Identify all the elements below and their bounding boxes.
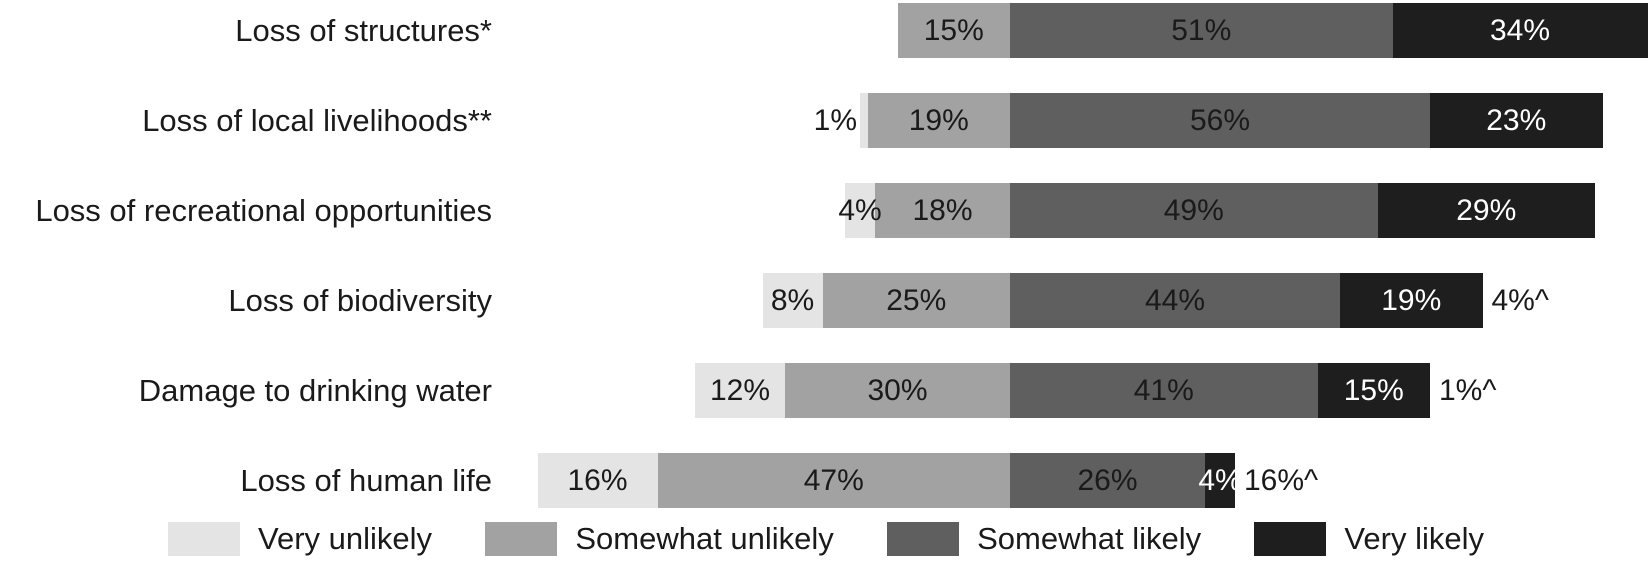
bar-segment: 8% bbox=[762, 273, 823, 328]
very-unlikely-swatch bbox=[168, 522, 240, 556]
segment-value-label: 41% bbox=[1133, 373, 1194, 407]
segment-value-label: 47% bbox=[803, 463, 864, 497]
segment-value-label: 34% bbox=[1489, 13, 1551, 47]
bar-segment: 44% bbox=[1010, 273, 1340, 328]
bar-segment: 18% bbox=[875, 183, 1010, 238]
bar-segment: 16% bbox=[537, 453, 658, 508]
stacked-bar: 16% 47% 26% 4% bbox=[537, 453, 1242, 508]
legend-label-somewhat-likely: Somewhat likely bbox=[977, 521, 1202, 556]
segment-value-label: 44% bbox=[1144, 283, 1206, 317]
category-label: Loss of recreational opportunities bbox=[35, 193, 492, 228]
bar-segment: 49% bbox=[1010, 183, 1378, 238]
category-label: Loss of structures* bbox=[235, 13, 492, 48]
legend-label-somewhat-unlikely: Somewhat unlikely bbox=[575, 521, 834, 556]
segment-value-label: 51% bbox=[1171, 13, 1232, 47]
segment-value-label: 29% bbox=[1456, 193, 1517, 227]
segment-value-label: 16% bbox=[567, 463, 628, 497]
stacked-bar: 19% 56% 23% bbox=[860, 93, 1603, 148]
legend-item-somewhat-likely: Somewhat likely bbox=[887, 521, 1201, 557]
category-label: Loss of human life bbox=[240, 463, 492, 498]
very-likely-swatch bbox=[1254, 522, 1327, 556]
outside-value-label: 16%^ bbox=[1244, 464, 1319, 497]
legend-label-very-unlikely: Very unlikely bbox=[258, 521, 433, 556]
bar-segment: 34% bbox=[1392, 3, 1648, 58]
segment-value-label: 19% bbox=[908, 103, 969, 137]
segment-value-label: 26% bbox=[1077, 463, 1138, 497]
bar-segment: 19% bbox=[1340, 273, 1483, 328]
somewhat-unlikely-swatch bbox=[485, 522, 558, 556]
segment-value-label: 1% bbox=[813, 104, 857, 137]
category-label: Loss of local livelihoods** bbox=[142, 103, 492, 138]
outside-value-label: 4%^ bbox=[1491, 284, 1549, 317]
bar-segment: 23% bbox=[1430, 93, 1603, 148]
bar-segment: 30% bbox=[785, 363, 1010, 418]
legend: Very unlikely Somewhat unlikely Somewhat… bbox=[168, 517, 1484, 561]
legend-item-very-unlikely: Very unlikely bbox=[168, 521, 432, 557]
bar-segment: 41% bbox=[1010, 363, 1318, 418]
segment-value-label: 56% bbox=[1189, 103, 1251, 137]
segment-value-label: 23% bbox=[1486, 103, 1547, 137]
bar-segment: 26% bbox=[1010, 453, 1205, 508]
segment-value-label: 25% bbox=[886, 283, 947, 317]
somewhat-likely-swatch bbox=[887, 522, 960, 556]
segment-value-label: 30% bbox=[867, 373, 928, 407]
outside-value-label: 1%^ bbox=[1439, 374, 1497, 407]
segment-value-label: 18% bbox=[912, 193, 973, 227]
segment-value-label: 8% bbox=[770, 283, 815, 317]
bar-segment: 25% bbox=[822, 273, 1010, 328]
bar-segment: 15% bbox=[1317, 363, 1430, 418]
legend-item-somewhat-unlikely: Somewhat unlikely bbox=[485, 521, 834, 557]
legend-item-very-likely: Very likely bbox=[1254, 521, 1484, 557]
bar-segment: 12% bbox=[695, 363, 785, 418]
segment-value-label: 49% bbox=[1163, 193, 1224, 227]
legend-label-very-likely: Very likely bbox=[1344, 521, 1484, 556]
segment-value-label: 19% bbox=[1381, 283, 1442, 317]
category-label: Damage to drinking water bbox=[138, 373, 492, 408]
segment-value-label: 4% bbox=[1198, 463, 1242, 497]
bar-segment: 47% bbox=[657, 453, 1010, 508]
bar-segment: 29% bbox=[1377, 183, 1595, 238]
bar-segment bbox=[860, 93, 868, 148]
stacked-bar: 4% 18% 49% 29% bbox=[838, 183, 1595, 238]
stacked-bar: 12% 30% 41% 15% bbox=[695, 363, 1430, 418]
bar-segment: 4% bbox=[838, 183, 882, 238]
bar-segment: 15% bbox=[897, 3, 1010, 58]
stacked-bar: 8% 25% 44% 19% bbox=[762, 273, 1483, 328]
bar-segment: 19% bbox=[867, 93, 1010, 148]
segment-value-label: 4% bbox=[838, 193, 882, 227]
bar-segment: 56% bbox=[1010, 93, 1430, 148]
segment-value-label: 15% bbox=[923, 13, 984, 47]
stacked-bar: 15% 51% 34% bbox=[897, 3, 1648, 58]
segment-value-label: 12% bbox=[709, 373, 771, 407]
category-label: Loss of biodiversity bbox=[228, 283, 492, 318]
bar-segment: 4% bbox=[1198, 453, 1242, 508]
segment-value-label: 15% bbox=[1343, 373, 1404, 407]
bar-segment: 51% bbox=[1010, 3, 1393, 58]
